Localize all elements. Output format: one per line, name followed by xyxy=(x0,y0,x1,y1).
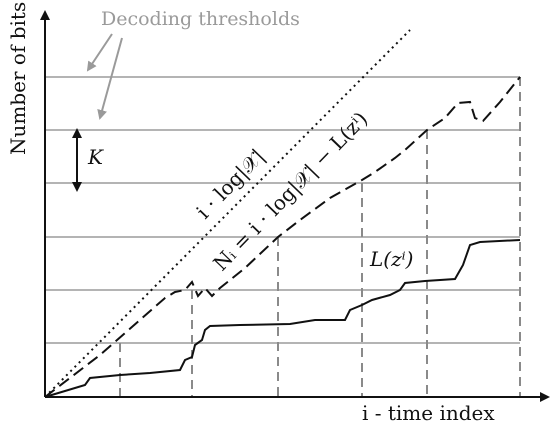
y-axis-label: Number of bits xyxy=(6,2,30,155)
decoding-time-lines xyxy=(119,77,521,397)
decoding-thresholds-label: Decoding thresholds xyxy=(101,8,300,30)
solid-line-label: L(zⁱ) xyxy=(369,247,413,271)
solid-line xyxy=(44,239,521,398)
threshold-pointer-arrow xyxy=(86,33,113,72)
threshold-lines xyxy=(45,76,520,344)
x-axis-label: i - time index xyxy=(362,401,495,425)
dashed-line xyxy=(44,76,521,398)
k-label: K xyxy=(87,145,104,169)
threshold-pointer-arrow xyxy=(97,37,123,120)
dotted-line xyxy=(44,29,411,398)
